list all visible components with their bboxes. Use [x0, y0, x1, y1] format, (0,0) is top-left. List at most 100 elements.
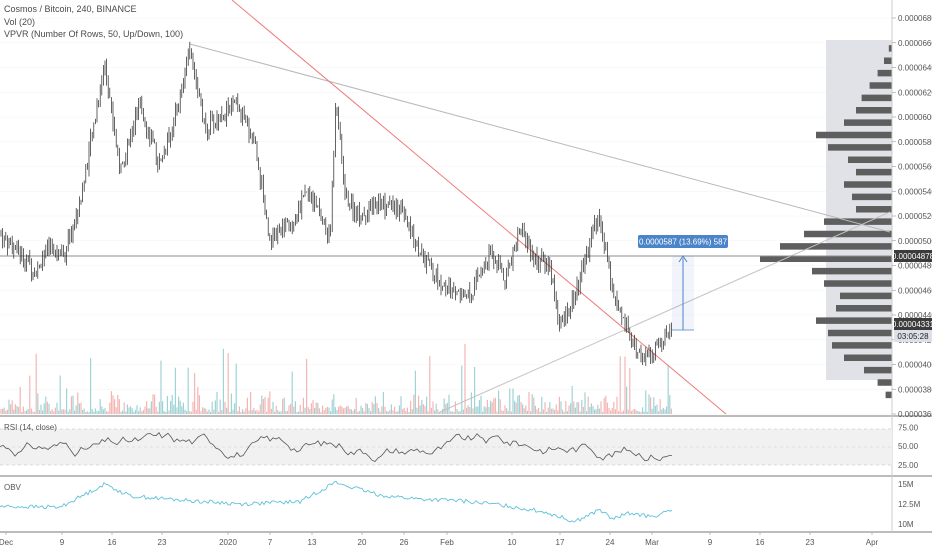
volume-bar	[296, 411, 298, 414]
volume-bar	[202, 407, 204, 414]
volume-bar	[490, 400, 492, 414]
volume-bar	[581, 399, 583, 414]
volume-bar	[517, 395, 519, 414]
symbol-legend[interactable]: Cosmos / Bitcoin, 240, BINANCE	[4, 4, 137, 14]
volume-bar	[629, 368, 631, 414]
volume-bar	[350, 409, 352, 414]
volume-bar	[178, 396, 180, 414]
time-axis[interactable]: Dec 9 16 23 2020 7 13 20 26 Feb 10 17 24 Mar 9 16 23 Apr	[0, 532, 879, 547]
volume-bar	[42, 410, 44, 414]
volume-bar	[504, 405, 506, 414]
volume-bar	[646, 411, 648, 414]
volume-bar	[432, 401, 434, 414]
volume-bar	[285, 411, 287, 414]
time-tick-label: Feb	[440, 538, 454, 547]
volume-bar	[320, 411, 322, 414]
volume-bar	[222, 348, 224, 414]
volume-bar	[662, 407, 664, 414]
volume-bar	[46, 401, 48, 414]
volume-bar	[448, 394, 450, 414]
volume-bar	[122, 410, 124, 414]
volume-bar	[558, 396, 560, 414]
volume-bar	[469, 406, 471, 414]
volume-bar	[461, 365, 463, 414]
volume-bar	[622, 410, 624, 414]
trend-line-up[interactable]	[439, 211, 891, 413]
volume-bar	[547, 407, 549, 414]
volume-bar	[240, 411, 242, 414]
measure-tool[interactable]: 0.0000587 (13.69%) 587	[638, 235, 728, 331]
volume-bar	[494, 397, 496, 414]
volume-bar	[635, 410, 637, 414]
volume-bar	[181, 406, 183, 414]
volume-bar	[133, 411, 135, 414]
volume-bar	[283, 397, 285, 414]
volume-bar	[634, 408, 636, 414]
volume-bar	[10, 404, 12, 414]
time-tick-label: 10	[508, 538, 517, 547]
volume-bar	[344, 407, 346, 414]
volume-bar	[66, 388, 68, 414]
volume-bar	[387, 411, 389, 414]
volume-bar	[138, 411, 140, 414]
red-trend-line[interactable]	[231, 0, 727, 415]
volume-bar	[90, 358, 92, 414]
vpvr-legend[interactable]: VPVR (Number Of Rows, 50, Up/Down, 100)	[4, 29, 184, 39]
volume-bar	[312, 400, 314, 414]
volume-bar	[80, 402, 82, 414]
vpvr-bar	[812, 267, 892, 275]
volume-bar	[568, 405, 570, 414]
volume-bar	[322, 405, 324, 414]
volume-bar	[274, 411, 276, 414]
volume-bar	[333, 394, 335, 414]
price-tick-label: 0.00004600	[898, 286, 932, 295]
volume-bar	[458, 411, 460, 414]
volume-bar	[406, 407, 408, 414]
volume-bar	[339, 405, 341, 414]
volume-legend[interactable]: Vol (20)	[4, 17, 36, 27]
volume-bar	[523, 408, 525, 414]
volume-bar	[365, 403, 367, 414]
volume-bar	[267, 397, 269, 414]
time-tick-label: Apr	[866, 538, 879, 547]
volume-bar	[541, 396, 543, 414]
price-tick-label: 0.00005200	[898, 212, 932, 221]
volume-bar	[88, 411, 90, 414]
volume-bar	[422, 404, 424, 414]
volume-bar	[96, 411, 98, 414]
volume-bar	[560, 401, 562, 414]
obv-tick-label: 10M	[898, 520, 914, 529]
svg-text:03:05:28: 03:05:28	[897, 332, 929, 341]
volume-bar	[507, 410, 509, 414]
volume-bar	[453, 411, 455, 414]
volume-bar	[528, 391, 530, 414]
volume-bar	[354, 408, 356, 414]
volume-bar	[341, 406, 343, 414]
vpvr-bar	[824, 218, 892, 225]
volume-bar	[306, 358, 308, 414]
obv-tick-label: 12.5M	[898, 500, 921, 509]
volume-bar	[206, 411, 208, 414]
volume-bar	[277, 410, 279, 414]
volume-bar	[98, 411, 100, 414]
price-axis[interactable]: 0.00006800 0.00006600 0.00006400 0.00006200…	[892, 14, 932, 419]
volume-bar	[27, 408, 29, 414]
volume-bar	[230, 393, 232, 414]
volume-bar	[194, 373, 196, 414]
volume-bar	[352, 410, 354, 414]
volume-bar	[126, 404, 128, 414]
price-tick-label: 0.00006000	[898, 113, 932, 122]
volume-bar	[472, 408, 474, 414]
volume-bar	[323, 410, 325, 414]
time-tick-label: 23	[158, 538, 167, 547]
volume-bar	[554, 409, 556, 414]
volume-bar	[659, 399, 661, 414]
volume-bar	[301, 411, 303, 414]
volume-bar	[573, 401, 575, 414]
volume-bar	[286, 410, 288, 414]
volume-bar	[638, 411, 640, 414]
trend-line-down[interactable]	[189, 43, 891, 233]
volume-bar	[443, 398, 445, 414]
volume-bar	[470, 392, 472, 414]
